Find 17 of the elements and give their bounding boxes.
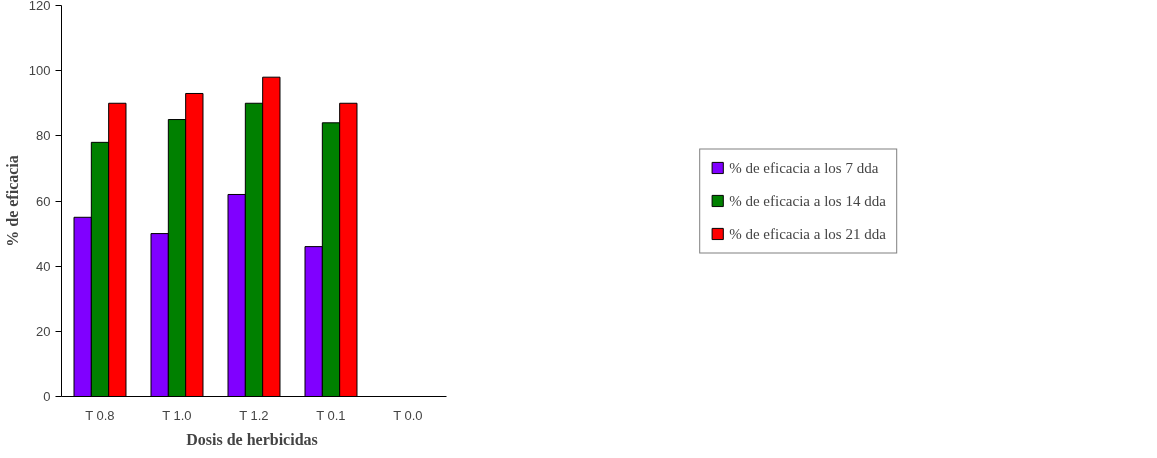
y-tick-label: 40 (36, 258, 51, 274)
y-axis-title: % de eficacia (3, 155, 21, 247)
x-tick-label: T 1.2 (239, 407, 269, 423)
x-tick-label: T 0.0 (393, 407, 423, 423)
y-tick-label: 120 (28, 0, 51, 13)
x-tick-label: T 0.8 (85, 407, 115, 423)
x-tick-label: T 1.0 (162, 407, 192, 423)
y-tick-label: 20 (36, 323, 51, 339)
legend-label: % de eficacia a los 14 dda (729, 192, 886, 209)
y-tick-label: 80 (36, 128, 51, 144)
y-tick-label: 100 (28, 63, 51, 79)
x-tick-label: T 0.1 (316, 407, 346, 423)
legend-label: % de eficacia a los 7 dda (729, 159, 879, 176)
legend-label: % de eficacia a los 21 dda (729, 225, 886, 242)
y-tick-label: 0 (43, 389, 51, 404)
x-axis-title: Dosis de herbicidas (186, 430, 318, 448)
y-tick-label: 60 (36, 193, 51, 209)
